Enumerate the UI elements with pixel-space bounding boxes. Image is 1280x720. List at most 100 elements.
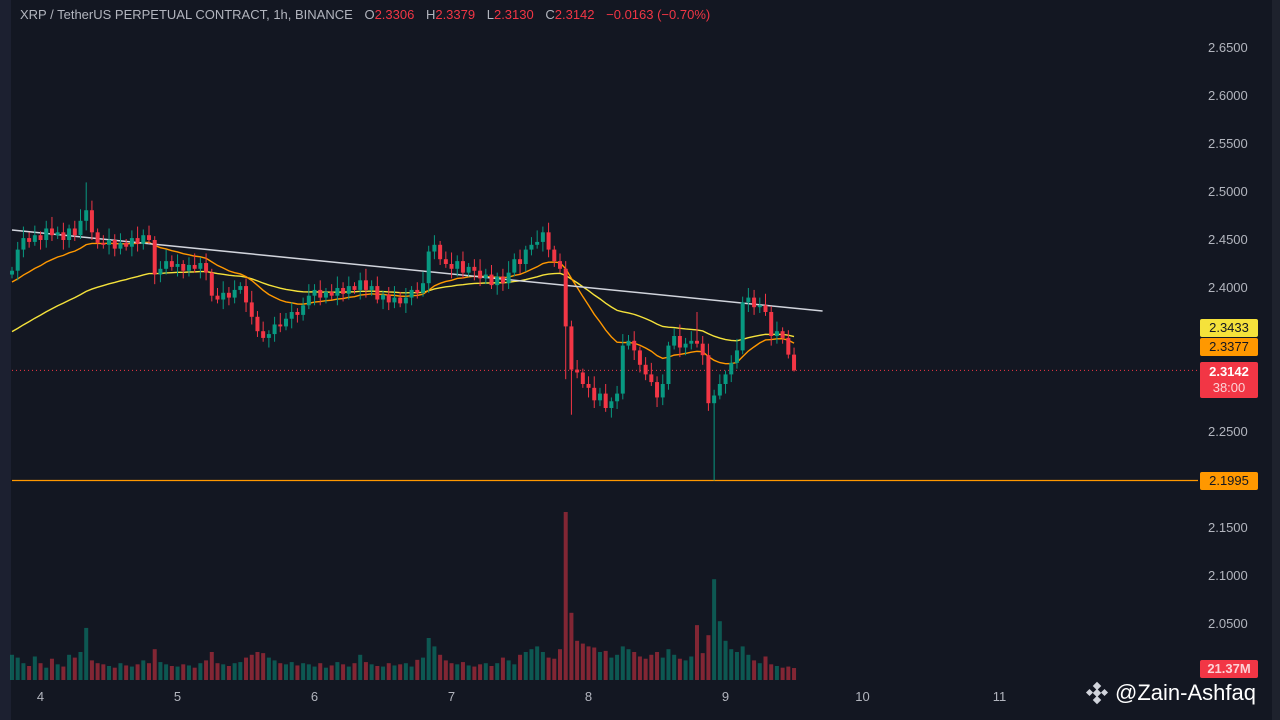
candle-body bbox=[329, 291, 334, 296]
candle-body bbox=[284, 318, 288, 327]
volume-bar bbox=[672, 654, 677, 680]
candle-body bbox=[535, 241, 540, 245]
candle-body bbox=[466, 266, 471, 273]
volume-bar bbox=[318, 663, 323, 680]
volume-bar bbox=[255, 652, 260, 680]
volume-bar bbox=[763, 656, 768, 680]
candle-body bbox=[734, 350, 739, 363]
candle-body bbox=[255, 316, 260, 332]
candle-body bbox=[312, 289, 317, 296]
candle-body bbox=[472, 266, 477, 271]
volume-bar bbox=[107, 666, 112, 680]
volume-bar bbox=[129, 666, 134, 680]
volume-bar bbox=[472, 666, 477, 680]
candle-body bbox=[432, 244, 437, 252]
volume-bar bbox=[552, 658, 557, 680]
volume-bar bbox=[261, 653, 266, 680]
volume-bar bbox=[15, 657, 20, 680]
volume-bar bbox=[32, 656, 37, 680]
y-tick-label: 2.5000 bbox=[1208, 184, 1248, 199]
volume-bar bbox=[232, 663, 237, 680]
volume-bar bbox=[535, 646, 540, 680]
volume-bar bbox=[186, 665, 191, 680]
candle-body bbox=[352, 286, 357, 290]
candle-body bbox=[261, 331, 266, 338]
volume-bar bbox=[409, 666, 414, 680]
candle-body bbox=[421, 283, 425, 293]
volume-bar bbox=[421, 657, 425, 680]
volume-bar bbox=[78, 652, 83, 680]
change-value: −0.0163 (−0.70%) bbox=[606, 7, 711, 22]
volume-bar bbox=[38, 663, 43, 680]
candle-body bbox=[489, 274, 494, 286]
candle-body bbox=[10, 270, 14, 275]
volume-bar bbox=[706, 635, 711, 680]
candle-body bbox=[318, 289, 323, 298]
volume-bar bbox=[323, 667, 328, 680]
candle-body bbox=[27, 238, 32, 242]
volume-bar bbox=[249, 654, 254, 680]
candle-body bbox=[135, 238, 140, 244]
candle-body bbox=[529, 244, 534, 250]
candle-body bbox=[164, 261, 169, 269]
volume-bar bbox=[192, 667, 197, 680]
volume-bar bbox=[278, 663, 283, 680]
candle-body bbox=[358, 280, 363, 290]
volume-bar bbox=[734, 652, 739, 680]
volume-bar bbox=[540, 652, 545, 680]
x-tick-label: 8 bbox=[584, 689, 593, 704]
candle-body bbox=[774, 331, 779, 336]
volume-bar bbox=[603, 650, 608, 680]
volume-bar bbox=[101, 664, 106, 680]
candle-body bbox=[592, 387, 597, 401]
candle-body bbox=[506, 272, 511, 284]
volume-bar bbox=[312, 666, 317, 680]
candle-body bbox=[717, 384, 722, 396]
low-value: 2.3130 bbox=[493, 7, 534, 22]
volume-bar bbox=[244, 657, 249, 680]
volume-bar bbox=[381, 666, 386, 680]
candle-body bbox=[141, 235, 146, 244]
volume-bar bbox=[438, 654, 443, 680]
bar-countdown: 38:00 bbox=[1212, 380, 1246, 395]
symbol-title[interactable]: XRP / TetherUS PERPETUAL CONTRACT, 1h, B… bbox=[20, 7, 353, 22]
x-tick-label: 11 bbox=[992, 689, 1007, 704]
volume-bar bbox=[89, 660, 94, 680]
candle-body bbox=[723, 374, 728, 384]
y-tick-label: 2.2500 bbox=[1208, 424, 1248, 439]
volume-bar bbox=[375, 666, 380, 680]
axis-scrollbar[interactable] bbox=[1272, 0, 1280, 720]
ema-slow-price-label: 2.3433 bbox=[1200, 319, 1258, 337]
y-tick-label: 2.5500 bbox=[1208, 136, 1248, 151]
candle-body bbox=[49, 228, 54, 236]
volume-bar bbox=[683, 660, 688, 680]
volume-bar bbox=[752, 660, 757, 680]
volume-bar bbox=[398, 664, 403, 680]
candle-body bbox=[426, 251, 431, 284]
candle-body bbox=[615, 393, 620, 402]
candle-body bbox=[209, 272, 214, 296]
volume-bar bbox=[118, 663, 123, 680]
volume-bar bbox=[266, 657, 271, 680]
candle-body bbox=[226, 292, 231, 298]
volume-bar bbox=[335, 662, 340, 680]
candle-body bbox=[112, 240, 117, 249]
volume-bar bbox=[643, 658, 648, 680]
candle-body bbox=[460, 261, 465, 273]
candle-body bbox=[706, 355, 711, 404]
volume-bar bbox=[626, 649, 631, 680]
candle-body bbox=[289, 312, 294, 319]
support-price-label: 2.1995 bbox=[1200, 472, 1258, 490]
volume-bar bbox=[746, 654, 751, 680]
volume-bar bbox=[21, 663, 26, 680]
volume-bar bbox=[284, 664, 288, 680]
volume-bar bbox=[523, 652, 528, 680]
watermark: @Zain-Ashfaq bbox=[1085, 680, 1256, 706]
volume-bar bbox=[615, 654, 620, 680]
volume-bar bbox=[164, 664, 169, 680]
volume-bar bbox=[72, 657, 77, 680]
candle-body bbox=[89, 210, 94, 233]
volume-bar bbox=[609, 657, 614, 680]
volume-bar bbox=[695, 625, 699, 680]
